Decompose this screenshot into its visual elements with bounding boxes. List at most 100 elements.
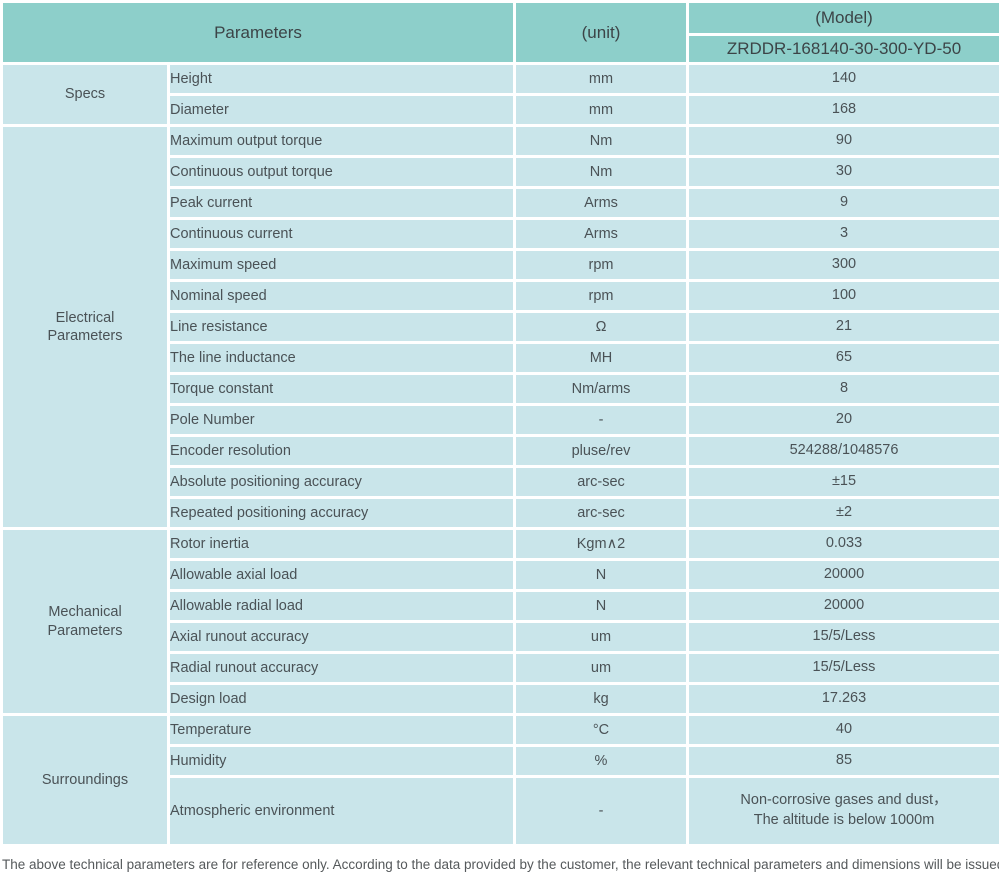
unit-cell: - — [513, 403, 689, 437]
unit-cell: arc-sec — [513, 465, 689, 499]
unit-cell: um — [513, 620, 689, 654]
header-row: Parameters (unit) (Model) — [0, 0, 999, 65]
table-row: The line inductance MH 65 — [2, 341, 999, 375]
param-cell: Line resistance — [167, 310, 516, 344]
param-cell: Allowable radial load — [167, 589, 516, 623]
table-row: Encoder resolution pluse/rev 524288/1048… — [2, 434, 999, 468]
table-row: Surroundings Temperature °C 40 — [0, 713, 999, 847]
unit-cell: um — [513, 651, 689, 685]
table-row: Design load kg 17.263 — [2, 682, 999, 716]
table-row: Line resistance Ω 21 — [2, 310, 999, 344]
param-cell: Temperature — [167, 713, 516, 747]
param-cell: Height — [167, 62, 516, 96]
category-cell-specs: Specs — [0, 62, 170, 127]
value-cell: ±15 — [686, 465, 999, 499]
table-row: Atmospheric environment - Non-corrosive … — [2, 775, 999, 847]
table-row: Axial runout accuracy um 15/5/Less — [2, 620, 999, 654]
value-cell: 20 — [686, 403, 999, 437]
table-row: Mechanical Parameters Rotor inertia Kgm∧… — [0, 527, 999, 716]
unit-cell: Nm — [513, 155, 689, 189]
param-cell: Maximum output torque — [167, 124, 516, 158]
param-cell: Continuous current — [167, 217, 516, 251]
value-cell: 300 — [686, 248, 999, 282]
unit-cell: pluse/rev — [513, 434, 689, 468]
param-cell: Design load — [167, 682, 516, 716]
table-row: Peak current Arms 9 — [2, 186, 999, 220]
param-cell: Rotor inertia — [167, 527, 516, 561]
unit-cell: °C — [513, 713, 689, 747]
table-row: Electrical Parameters Maximum output tor… — [0, 124, 999, 530]
table-row: Maximum speed rpm 300 — [2, 248, 999, 282]
unit-cell: mm — [513, 62, 689, 96]
header-model-row: ZRDDR-168140-30-300-YD-50 — [2, 33, 999, 65]
param-cell: Encoder resolution — [167, 434, 516, 468]
value-cell: ±2 — [686, 496, 999, 530]
param-cell: Pole Number — [167, 403, 516, 437]
unit-cell: Ω — [513, 310, 689, 344]
table-row: Continuous output torque Nm 30 — [2, 155, 999, 189]
unit-cell: rpm — [513, 248, 689, 282]
value-cell: 21 — [686, 310, 999, 344]
header-model-number: ZRDDR-168140-30-300-YD-50 — [686, 33, 999, 65]
param-cell: Torque constant — [167, 372, 516, 406]
param-cell: Maximum speed — [167, 248, 516, 282]
value-cell: 15/5/Less — [686, 620, 999, 654]
param-cell: Absolute positioning accuracy — [167, 465, 516, 499]
value-cell: 17.263 — [686, 682, 999, 716]
unit-cell: N — [513, 589, 689, 623]
value-cell: 30 — [686, 155, 999, 189]
param-cell: Repeated positioning accuracy — [167, 496, 516, 530]
table-row: Specs Height mm 140 — [0, 62, 999, 127]
value-cell: 9 — [686, 186, 999, 220]
param-cell: Atmospheric environment — [167, 775, 516, 847]
value-cell: 65 — [686, 341, 999, 375]
param-cell: Continuous output torque — [167, 155, 516, 189]
param-cell: Humidity — [167, 744, 516, 778]
table-row: Allowable axial load N 20000 — [2, 558, 999, 592]
value-cell: 40 — [686, 713, 999, 747]
unit-cell: mm — [513, 93, 689, 127]
unit-cell: kg — [513, 682, 689, 716]
header-unit: (unit) — [513, 0, 689, 65]
category-cell-mechanical: Mechanical Parameters — [0, 527, 170, 716]
param-cell: Diameter — [167, 93, 516, 127]
unit-cell: N — [513, 558, 689, 592]
spec-table: Parameters (unit) (Model) ZRDDR-168140-3… — [0, 0, 999, 847]
param-cell: The line inductance — [167, 341, 516, 375]
param-cell: Axial runout accuracy — [167, 620, 516, 654]
value-cell: 3 — [686, 217, 999, 251]
unit-cell: Arms — [513, 186, 689, 220]
table-row: Diameter mm 168 — [2, 93, 999, 127]
table-row: Repeated positioning accuracy arc-sec ±2 — [2, 496, 999, 530]
table-row: Continuous current Arms 3 — [2, 217, 999, 251]
unit-cell: - — [513, 775, 689, 847]
value-cell: 90 — [686, 124, 999, 158]
unit-cell: % — [513, 744, 689, 778]
table-row: Torque constant Nm/arms 8 — [2, 372, 999, 406]
value-cell: 85 — [686, 744, 999, 778]
unit-cell: MH — [513, 341, 689, 375]
param-cell: Radial runout accuracy — [167, 651, 516, 685]
value-cell: 20000 — [686, 589, 999, 623]
footnote: The above technical parameters are for r… — [2, 857, 999, 872]
unit-cell: rpm — [513, 279, 689, 313]
value-cell: 140 — [686, 62, 999, 96]
param-cell: Allowable axial load — [167, 558, 516, 592]
header-parameters: Parameters — [0, 0, 516, 65]
unit-cell: arc-sec — [513, 496, 689, 530]
table-row: Humidity % 85 — [2, 744, 999, 778]
header-model: (Model) — [686, 0, 999, 36]
value-cell: 100 — [686, 279, 999, 313]
value-cell: 168 — [686, 93, 999, 127]
table-row: Allowable radial load N 20000 — [2, 589, 999, 623]
unit-cell: Nm — [513, 124, 689, 158]
table-row: Pole Number - 20 — [2, 403, 999, 437]
value-cell: 0.033 — [686, 527, 999, 561]
param-cell: Peak current — [167, 186, 516, 220]
value-cell: 8 — [686, 372, 999, 406]
value-cell: 524288/1048576 — [686, 434, 999, 468]
value-cell: 15/5/Less — [686, 651, 999, 685]
table-row: Radial runout accuracy um 15/5/Less — [2, 651, 999, 685]
unit-cell: Kgm∧2 — [513, 527, 689, 561]
